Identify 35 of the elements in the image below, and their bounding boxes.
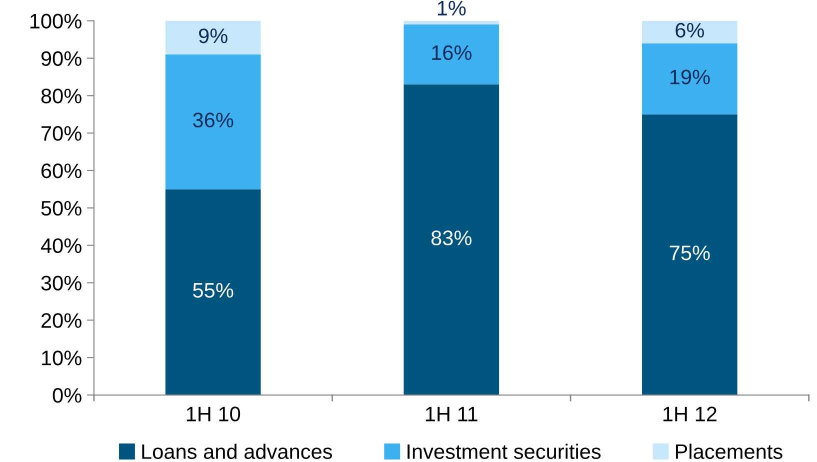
bar (404, 20, 500, 25)
x-tick-label: 1H 10 (186, 406, 240, 422)
bar (165, 54, 261, 190)
bar (642, 114, 738, 396)
y-tick-label: 20% (42, 313, 82, 328)
bar (404, 24, 500, 84)
text: 19% (670, 70, 710, 84)
y-tick-label: 90% (41, 51, 82, 66)
legend-label: Loans and advances (142, 444, 332, 459)
y-tick-label: 70% (42, 126, 82, 141)
bar (642, 43, 738, 114)
bar (642, 20, 738, 44)
x-tick-label: 1H 12 (663, 406, 716, 422)
y-tick-label: 10% (42, 350, 82, 366)
bar (165, 189, 261, 396)
text: 75% (670, 246, 710, 260)
y-tick-label: 100% (30, 14, 82, 29)
y-tick-label: 60% (42, 163, 82, 178)
text: 9% (199, 28, 228, 44)
legend-label: Investment securities (408, 444, 601, 459)
text: 6% (676, 22, 704, 38)
bar (165, 20, 261, 54)
y-tick-label: 50% (41, 200, 82, 216)
y-tick-label: 0% (52, 388, 82, 403)
bar (404, 84, 500, 396)
y-tick-label: 40% (40, 238, 82, 254)
x-tick-label: 1H 11 (426, 406, 478, 422)
legend-label: Placements (676, 444, 782, 459)
text: 36% (193, 112, 234, 128)
text: 16% (432, 45, 472, 60)
text: 83% (431, 230, 472, 246)
text: 55% (193, 283, 234, 298)
text: 1% (438, 0, 466, 16)
y-tick-label: 80% (41, 88, 82, 104)
y-tick-label: 30% (41, 276, 82, 290)
